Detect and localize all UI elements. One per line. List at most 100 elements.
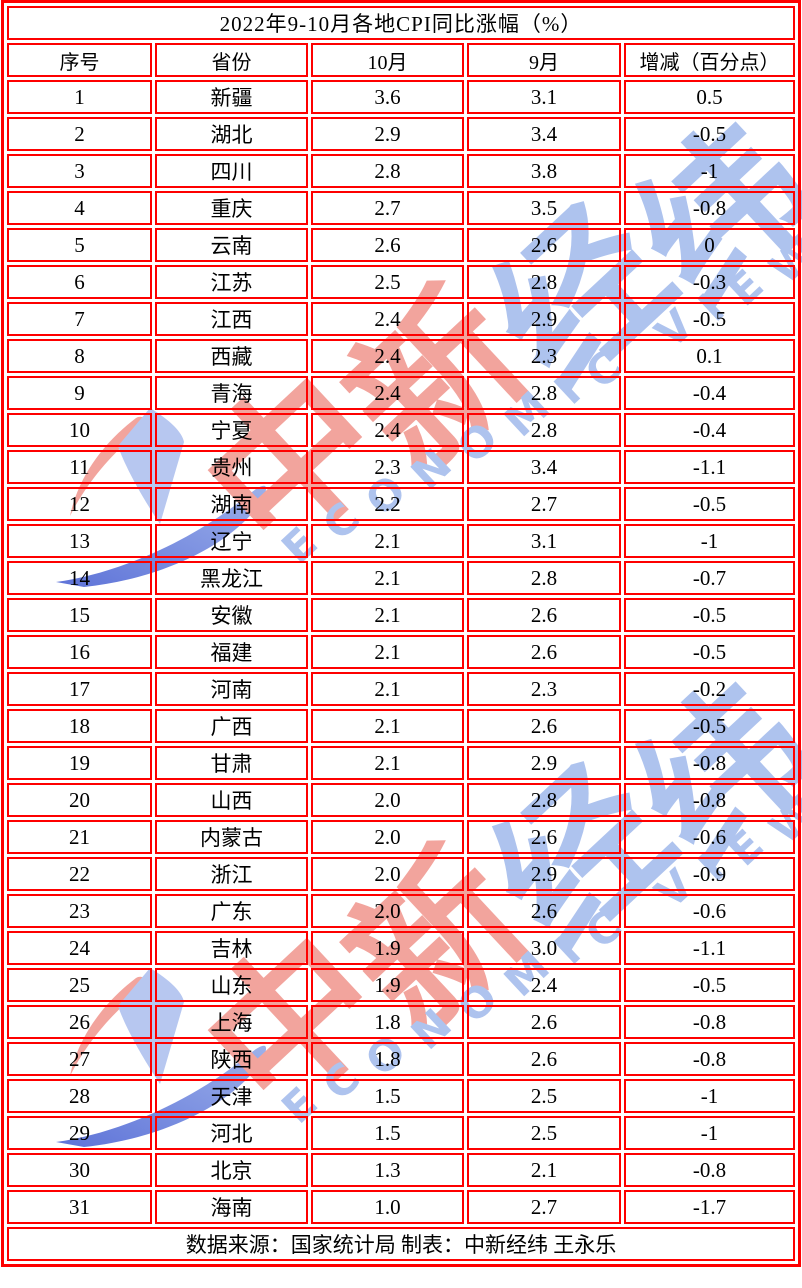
cell-province: 广西	[155, 709, 308, 743]
cell-change-value: 0	[624, 228, 795, 262]
cell-october-value: 3.6	[311, 80, 464, 114]
cell-september-value: 2.8	[467, 376, 621, 410]
cell-province: 湖南	[155, 487, 308, 521]
cell-province: 新疆	[155, 80, 308, 114]
cell-october-value: 1.5	[311, 1116, 464, 1150]
cell-september-value: 2.6	[467, 709, 621, 743]
table-row: 19 甘肃 2.1 2.9 -0.8	[7, 746, 795, 780]
cell-province: 辽宁	[155, 524, 308, 558]
cell-index: 10	[7, 413, 152, 447]
cell-index: 13	[7, 524, 152, 558]
cell-index: 12	[7, 487, 152, 521]
cell-september-value: 3.4	[467, 450, 621, 484]
cell-index: 30	[7, 1153, 152, 1187]
cell-province: 海南	[155, 1190, 308, 1224]
table-row: 10 宁夏 2.4 2.8 -0.4	[7, 413, 795, 447]
cell-change-value: -1	[624, 1079, 795, 1113]
cell-index: 26	[7, 1005, 152, 1039]
cell-october-value: 2.6	[311, 228, 464, 262]
cell-change-value: -0.8	[624, 1153, 795, 1187]
footer-row: 数据来源：国家统计局 制表：中新经纬 王永乐	[7, 1227, 795, 1261]
cell-october-value: 2.9	[311, 117, 464, 151]
cell-index: 4	[7, 191, 152, 225]
cell-province: 重庆	[155, 191, 308, 225]
cell-index: 14	[7, 561, 152, 595]
cell-change-value: -0.9	[624, 857, 795, 891]
cell-october-value: 2.4	[311, 413, 464, 447]
cell-september-value: 3.0	[467, 931, 621, 965]
cell-change-value: -0.8	[624, 783, 795, 817]
cell-change-value: -0.5	[624, 598, 795, 632]
cell-october-value: 2.1	[311, 561, 464, 595]
cell-change-value: -0.3	[624, 265, 795, 299]
cell-september-value: 3.1	[467, 524, 621, 558]
cell-province: 江西	[155, 302, 308, 336]
cell-september-value: 2.3	[467, 672, 621, 706]
cell-october-value: 2.1	[311, 635, 464, 669]
cell-september-value: 2.8	[467, 783, 621, 817]
table-row: 8 西藏 2.4 2.3 0.1	[7, 339, 795, 373]
cell-province: 天津	[155, 1079, 308, 1113]
cell-october-value: 1.8	[311, 1005, 464, 1039]
table-row: 7 江西 2.4 2.9 -0.5	[7, 302, 795, 336]
cell-change-value: -1.7	[624, 1190, 795, 1224]
cell-october-value: 2.1	[311, 598, 464, 632]
column-header-september: 9月	[467, 43, 621, 77]
cell-september-value: 2.8	[467, 265, 621, 299]
cell-index: 28	[7, 1079, 152, 1113]
table-row: 31 海南 1.0 2.7 -1.7	[7, 1190, 795, 1224]
cell-september-value: 2.6	[467, 820, 621, 854]
cell-index: 22	[7, 857, 152, 891]
cell-october-value: 1.8	[311, 1042, 464, 1076]
cell-september-value: 2.1	[467, 1153, 621, 1187]
cell-october-value: 2.7	[311, 191, 464, 225]
table-row: 27 陕西 1.8 2.6 -0.8	[7, 1042, 795, 1076]
table-row: 18 广西 2.1 2.6 -0.5	[7, 709, 795, 743]
cell-index: 5	[7, 228, 152, 262]
table-row: 20 山西 2.0 2.8 -0.8	[7, 783, 795, 817]
cell-october-value: 2.0	[311, 894, 464, 928]
table-row: 29 河北 1.5 2.5 -1	[7, 1116, 795, 1150]
source-note: 数据来源：国家统计局 制表：中新经纬 王永乐	[7, 1227, 795, 1261]
table-row: 2 湖北 2.9 3.4 -0.5	[7, 117, 795, 151]
cell-province: 浙江	[155, 857, 308, 891]
cell-index: 19	[7, 746, 152, 780]
cell-province: 内蒙古	[155, 820, 308, 854]
cell-change-value: -0.5	[624, 487, 795, 521]
cell-province: 安徽	[155, 598, 308, 632]
cell-october-value: 1.9	[311, 931, 464, 965]
cell-change-value: -0.8	[624, 1005, 795, 1039]
cell-change-value: -0.2	[624, 672, 795, 706]
table-body: 1 新疆 3.6 3.1 0.5 2 湖北 2.9 3.4 -0.5 3 四川 …	[7, 80, 795, 1224]
cell-october-value: 1.0	[311, 1190, 464, 1224]
cell-province: 宁夏	[155, 413, 308, 447]
title-row: 2022年9-10月各地CPI同比涨幅（%）	[7, 6, 795, 40]
table-row: 4 重庆 2.7 3.5 -0.8	[7, 191, 795, 225]
cell-index: 25	[7, 968, 152, 1002]
cell-province: 河北	[155, 1116, 308, 1150]
column-header-october: 10月	[311, 43, 464, 77]
cell-october-value: 1.9	[311, 968, 464, 1002]
cell-province: 河南	[155, 672, 308, 706]
cell-change-value: -0.4	[624, 413, 795, 447]
cell-index: 23	[7, 894, 152, 928]
cell-index: 9	[7, 376, 152, 410]
table-row: 6 江苏 2.5 2.8 -0.3	[7, 265, 795, 299]
cell-change-value: -0.6	[624, 894, 795, 928]
table-row: 21 内蒙古 2.0 2.6 -0.6	[7, 820, 795, 854]
cell-october-value: 2.1	[311, 672, 464, 706]
cell-index: 2	[7, 117, 152, 151]
cell-change-value: 0.1	[624, 339, 795, 373]
cell-index: 17	[7, 672, 152, 706]
column-header-province: 省份	[155, 43, 308, 77]
cell-province: 湖北	[155, 117, 308, 151]
cell-change-value: -1	[624, 154, 795, 188]
cell-index: 31	[7, 1190, 152, 1224]
header-row: 序号 省份 10月 9月 增减（百分点）	[7, 43, 795, 77]
cell-province: 黑龙江	[155, 561, 308, 595]
table-row: 17 河南 2.1 2.3 -0.2	[7, 672, 795, 706]
cell-september-value: 2.9	[467, 857, 621, 891]
cell-september-value: 2.5	[467, 1116, 621, 1150]
cell-september-value: 3.4	[467, 117, 621, 151]
